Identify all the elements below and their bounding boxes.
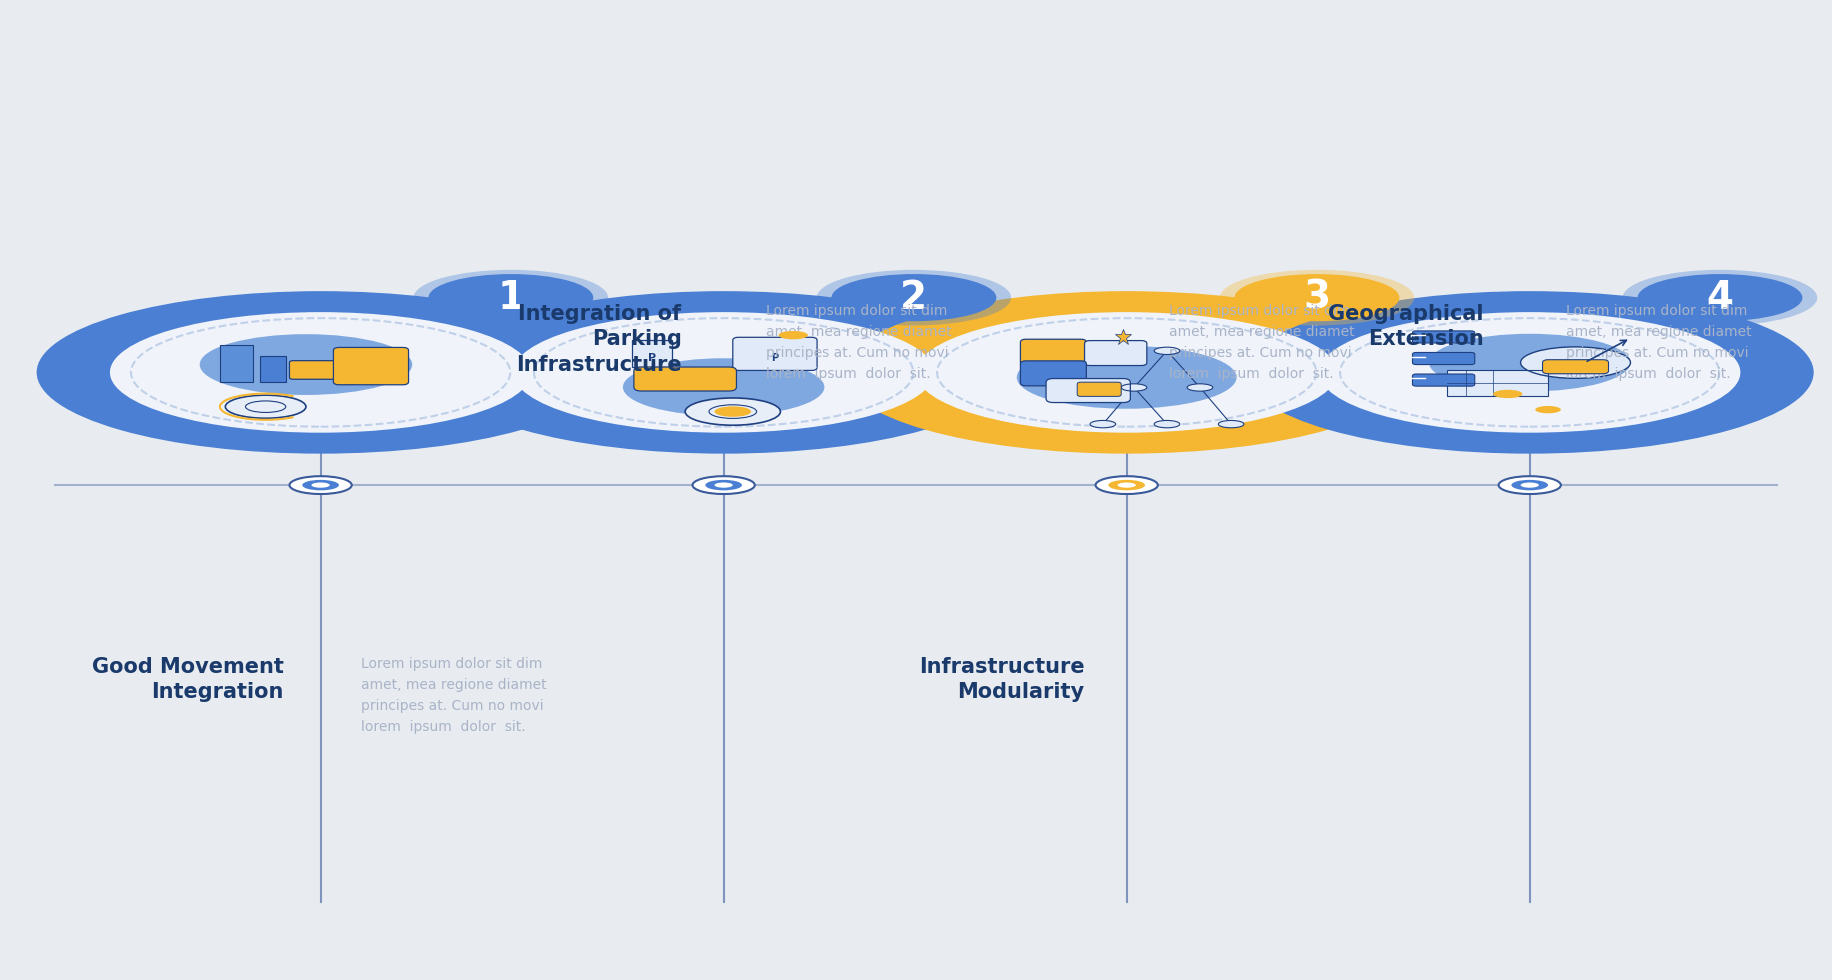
Text: 1: 1 (496, 278, 524, 317)
Ellipse shape (1154, 420, 1180, 428)
Ellipse shape (302, 480, 339, 490)
FancyBboxPatch shape (333, 348, 409, 385)
Text: 2: 2 (900, 278, 927, 317)
FancyBboxPatch shape (1085, 341, 1147, 366)
FancyBboxPatch shape (289, 361, 337, 379)
FancyBboxPatch shape (1412, 331, 1475, 343)
Ellipse shape (1187, 384, 1213, 391)
Ellipse shape (429, 274, 594, 321)
Ellipse shape (1220, 270, 1414, 325)
Bar (1447, 370, 1548, 396)
Text: Lorem ipsum dolor sit dim
amet, mea regione diamet
principes at. Cum no movi
lor: Lorem ipsum dolor sit dim amet, mea regi… (1566, 304, 1751, 381)
Ellipse shape (1521, 347, 1630, 378)
Ellipse shape (513, 312, 934, 433)
Ellipse shape (1246, 291, 1814, 454)
Ellipse shape (414, 270, 608, 325)
Ellipse shape (779, 331, 808, 339)
Ellipse shape (1096, 476, 1158, 494)
Ellipse shape (110, 312, 531, 433)
Ellipse shape (685, 398, 780, 425)
Bar (632, 340, 672, 368)
Text: Infrastructure
Modularity: Infrastructure Modularity (920, 657, 1085, 703)
Ellipse shape (1235, 274, 1400, 321)
Ellipse shape (1429, 334, 1630, 391)
Ellipse shape (714, 482, 733, 488)
Ellipse shape (843, 291, 1411, 454)
FancyBboxPatch shape (1412, 374, 1475, 386)
FancyBboxPatch shape (1020, 361, 1086, 386)
Text: Geographical
Extension: Geographical Extension (1328, 304, 1484, 350)
Ellipse shape (1521, 482, 1539, 488)
Bar (260, 357, 286, 382)
Ellipse shape (916, 312, 1337, 433)
Text: Lorem ipsum dolor sit dim
amet, mea regione diamet
principes at. Cum no movi
lor: Lorem ipsum dolor sit dim amet, mea regi… (361, 657, 546, 734)
Text: Lorem ipsum dolor sit dim
amet, mea regione diamet
principes at. Cum no movi
lor: Lorem ipsum dolor sit dim amet, mea regi… (1169, 304, 1354, 381)
Ellipse shape (1121, 384, 1147, 391)
FancyBboxPatch shape (1543, 360, 1608, 373)
Bar (220, 345, 253, 382)
Ellipse shape (289, 476, 352, 494)
FancyBboxPatch shape (1412, 353, 1475, 365)
Text: 3: 3 (1303, 278, 1330, 317)
Ellipse shape (1638, 274, 1803, 321)
Ellipse shape (245, 401, 286, 413)
Ellipse shape (200, 334, 412, 395)
Ellipse shape (1511, 480, 1548, 490)
Ellipse shape (1623, 270, 1817, 325)
Ellipse shape (705, 480, 742, 490)
Ellipse shape (440, 291, 1008, 454)
Ellipse shape (1090, 420, 1116, 428)
Ellipse shape (1319, 312, 1740, 433)
Ellipse shape (709, 405, 757, 418)
Ellipse shape (225, 395, 306, 418)
FancyBboxPatch shape (1020, 339, 1086, 366)
FancyBboxPatch shape (634, 368, 736, 391)
Ellipse shape (832, 274, 997, 321)
Ellipse shape (1218, 420, 1244, 428)
Ellipse shape (714, 407, 751, 416)
Ellipse shape (1535, 406, 1561, 414)
Text: 4: 4 (1706, 278, 1733, 317)
Text: Integration of
Parking
Infrastructure: Integration of Parking Infrastructure (517, 304, 682, 375)
Ellipse shape (1017, 346, 1237, 409)
FancyBboxPatch shape (1046, 378, 1130, 403)
Ellipse shape (311, 482, 330, 488)
Text: Lorem ipsum dolor sit dim
amet, mea regione diamet
principes at. Cum no movi
lor: Lorem ipsum dolor sit dim amet, mea regi… (766, 304, 951, 381)
Ellipse shape (623, 359, 824, 416)
Ellipse shape (1154, 347, 1180, 355)
Text: P: P (649, 353, 656, 363)
Ellipse shape (1108, 480, 1145, 490)
Ellipse shape (692, 476, 755, 494)
Ellipse shape (1118, 482, 1136, 488)
Ellipse shape (1499, 476, 1561, 494)
FancyBboxPatch shape (1077, 382, 1121, 396)
FancyBboxPatch shape (733, 337, 817, 370)
Ellipse shape (1493, 390, 1522, 398)
Ellipse shape (37, 291, 605, 454)
Text: Good Movement
Integration: Good Movement Integration (92, 657, 284, 703)
Text: P: P (771, 353, 779, 363)
Ellipse shape (817, 270, 1011, 325)
